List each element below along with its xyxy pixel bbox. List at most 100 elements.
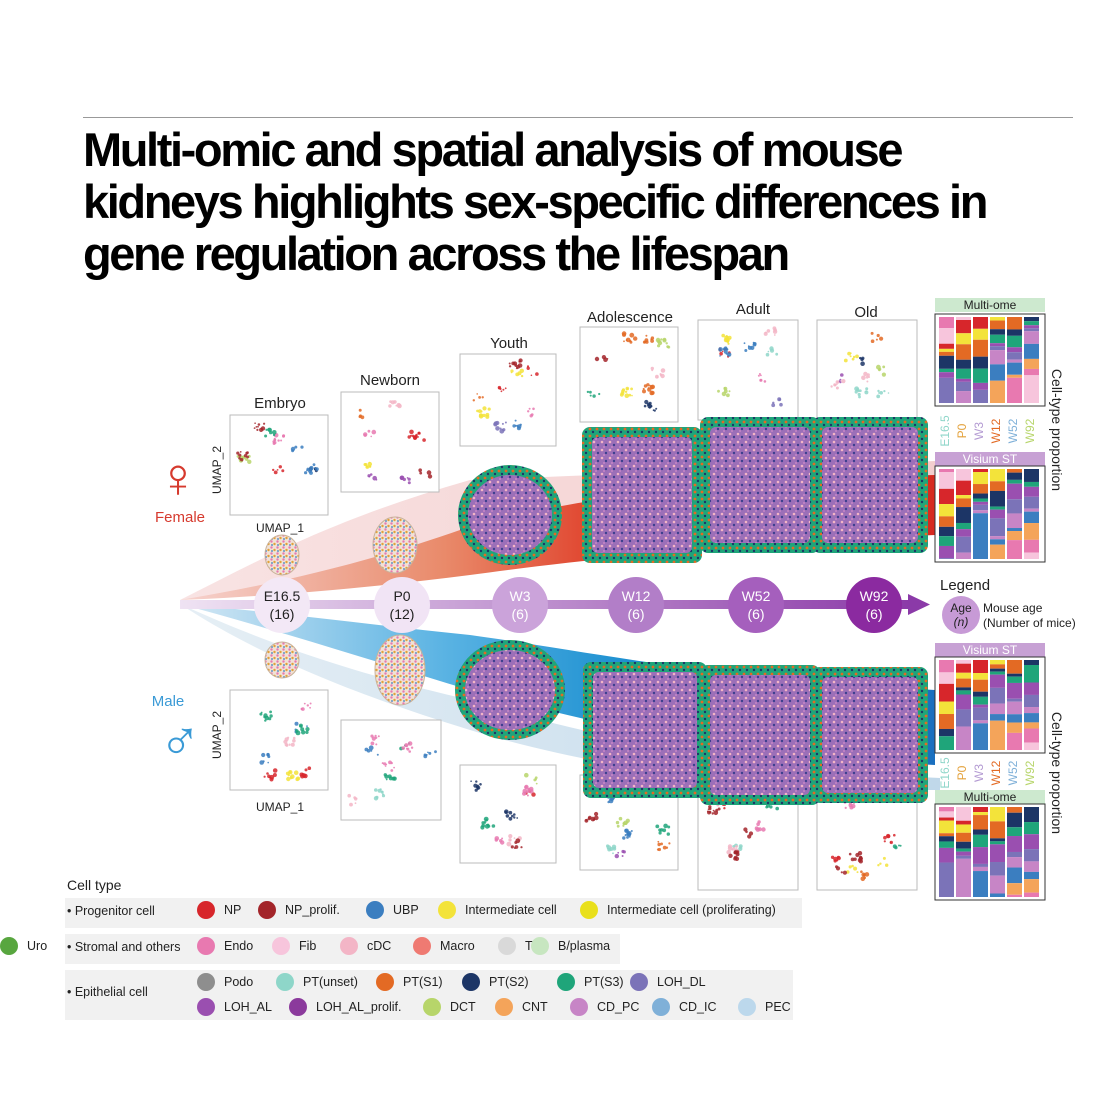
cell-type-label: LOH_AL_prolif. — [316, 1000, 402, 1014]
title-line-1: Multi-omic and spatial analysis of mouse — [83, 123, 903, 176]
cell-type-label: CD_PC — [597, 1000, 640, 1014]
cell-type-item-uro: Uro — [0, 937, 47, 955]
cell-type-item-macro: Macro — [413, 937, 475, 955]
tissue-section-3 — [458, 465, 562, 565]
cell-type-swatch — [0, 937, 18, 955]
cell-type-swatch — [738, 998, 756, 1016]
umap-panel-2 — [340, 391, 440, 493]
cell-type-swatch — [197, 937, 215, 955]
cell-type-swatch — [580, 901, 598, 919]
cell-type-item-podo: Podo — [197, 973, 253, 991]
timepoint-bubble-w12 — [608, 577, 664, 633]
timepoint-n: (6) — [511, 606, 528, 622]
cell-type-item-ubp: UBP — [366, 901, 419, 919]
header-rule — [83, 117, 1073, 118]
legend-bubble — [942, 596, 980, 634]
umap-panel-1 — [229, 414, 329, 516]
umap-x-label-male: UMAP_1 — [256, 800, 304, 814]
prop-age-label: W92 — [1023, 418, 1037, 443]
timeline-arrowhead — [908, 594, 930, 615]
timepoint-bubble-w3 — [492, 577, 548, 633]
umap-panel-9 — [459, 764, 557, 864]
umap-panel-4 — [579, 326, 679, 423]
prop-age-label: W12 — [989, 760, 1003, 785]
prop-age-label: W3 — [972, 422, 986, 440]
male-label: Male — [152, 693, 185, 710]
cell-type-label: LOH_DL — [657, 975, 706, 989]
tissue-section-6 — [812, 417, 928, 553]
cell-type-label: Intermediate cell — [465, 903, 557, 917]
prop-age-label: W3 — [972, 764, 986, 782]
cell-type-item-loh-al: LOH_AL — [197, 998, 272, 1016]
timepoint-n: (16) — [270, 606, 295, 622]
cell-type-swatch — [258, 901, 276, 919]
prop-header-multiome: Multi-ome — [964, 298, 1017, 312]
umap-y-label-male: UMAP_2 — [210, 711, 224, 759]
timepoint-n: (6) — [627, 606, 644, 622]
prop-age-label: P0 — [955, 423, 969, 438]
timepoint-bubble-w52 — [728, 577, 784, 633]
tissue-section-1 — [264, 534, 300, 576]
cell-type-swatch — [630, 973, 648, 991]
cell-type-swatch — [423, 998, 441, 1016]
tissue-section-12 — [812, 667, 928, 803]
prop-header-visium: Visium ST — [963, 643, 1018, 657]
cell-type-label: DCT — [450, 1000, 476, 1014]
tissue-section-5 — [700, 417, 820, 553]
umap-panel-7 — [229, 689, 329, 791]
cell-type-label: Endo — [224, 939, 254, 953]
cell-type-label: T — [525, 939, 533, 953]
timepoint-n: (6) — [747, 606, 764, 622]
stage-label-embryo: Embryo — [254, 395, 306, 412]
timepoint-bubble-p0 — [374, 577, 430, 633]
timepoint-age: E16.5 — [264, 588, 301, 604]
cell-type-label: PT(S1) — [403, 975, 443, 989]
cell-type-label: CD_IC — [679, 1000, 717, 1014]
cell-type-item-cd-ic: CD_IC — [652, 998, 717, 1016]
prop-header-multiome: Multi-ome — [964, 790, 1017, 804]
timepoint-bubble-e16-5 — [254, 577, 310, 633]
cell-type-item-pt-unset-: PT(unset) — [276, 973, 358, 991]
stage-label-newborn: Newborn — [360, 372, 420, 389]
female-label: Female — [155, 509, 205, 526]
cell-type-label: PT(S2) — [489, 975, 529, 989]
legend-age: Age — [950, 601, 972, 615]
timepoint-age: W12 — [622, 588, 651, 604]
prop-axis-title-top: Cell-type proportion — [1049, 369, 1065, 491]
prop-axis-title-bottom: Cell-type proportion — [1049, 712, 1065, 834]
male-flow-light — [180, 604, 940, 790]
tissue-section-7 — [264, 641, 300, 679]
cell-type-item-t: T — [498, 937, 533, 955]
umap-panel-8 — [340, 719, 442, 821]
timepoint-n: (12) — [390, 606, 415, 622]
stage-label-adult: Adult — [736, 301, 771, 318]
cell-type-swatch — [557, 973, 575, 991]
cell-type-label: Podo — [224, 975, 254, 989]
prop-age-label: W12 — [989, 418, 1003, 443]
cell-type-label: NP — [224, 903, 242, 917]
timepoint-age: W3 — [510, 588, 531, 604]
cell-type-swatch — [462, 973, 480, 991]
cell-type-swatch — [366, 901, 384, 919]
umap-panel-3 — [459, 353, 557, 447]
stage-label-old: Old — [854, 304, 877, 321]
cell-type-swatch — [289, 998, 307, 1016]
prop-age-label: E16.5 — [938, 757, 952, 789]
prop-age-label: E16.5 — [938, 415, 952, 447]
timepoint-age: W92 — [860, 588, 889, 604]
cell-type-swatch — [531, 937, 549, 955]
cell-type-item-cd-pc: CD_PC — [570, 998, 639, 1016]
timepoint-n: (6) — [865, 606, 882, 622]
prop-age-label: W92 — [1023, 760, 1037, 785]
cell-type-swatch — [197, 901, 215, 919]
prop-age-label: W52 — [1006, 760, 1020, 785]
cell-type-item-loh-al-prolif-: LOH_AL_prolif. — [289, 998, 401, 1016]
timepoint-bubble-w92 — [846, 577, 902, 633]
cell-type-item-pt-s2-: PT(S2) — [462, 973, 529, 991]
cell-type-swatch — [197, 973, 215, 991]
umap-x-label-female: UMAP_1 — [256, 521, 304, 535]
cell-type-swatch — [570, 998, 588, 1016]
page-title: Multi-omic and spatial analysis of mouse… — [83, 124, 1083, 280]
stage-label-adolescence: Adolescence — [587, 309, 673, 326]
cell-type-group-name: • Epithelial cell — [67, 985, 148, 999]
